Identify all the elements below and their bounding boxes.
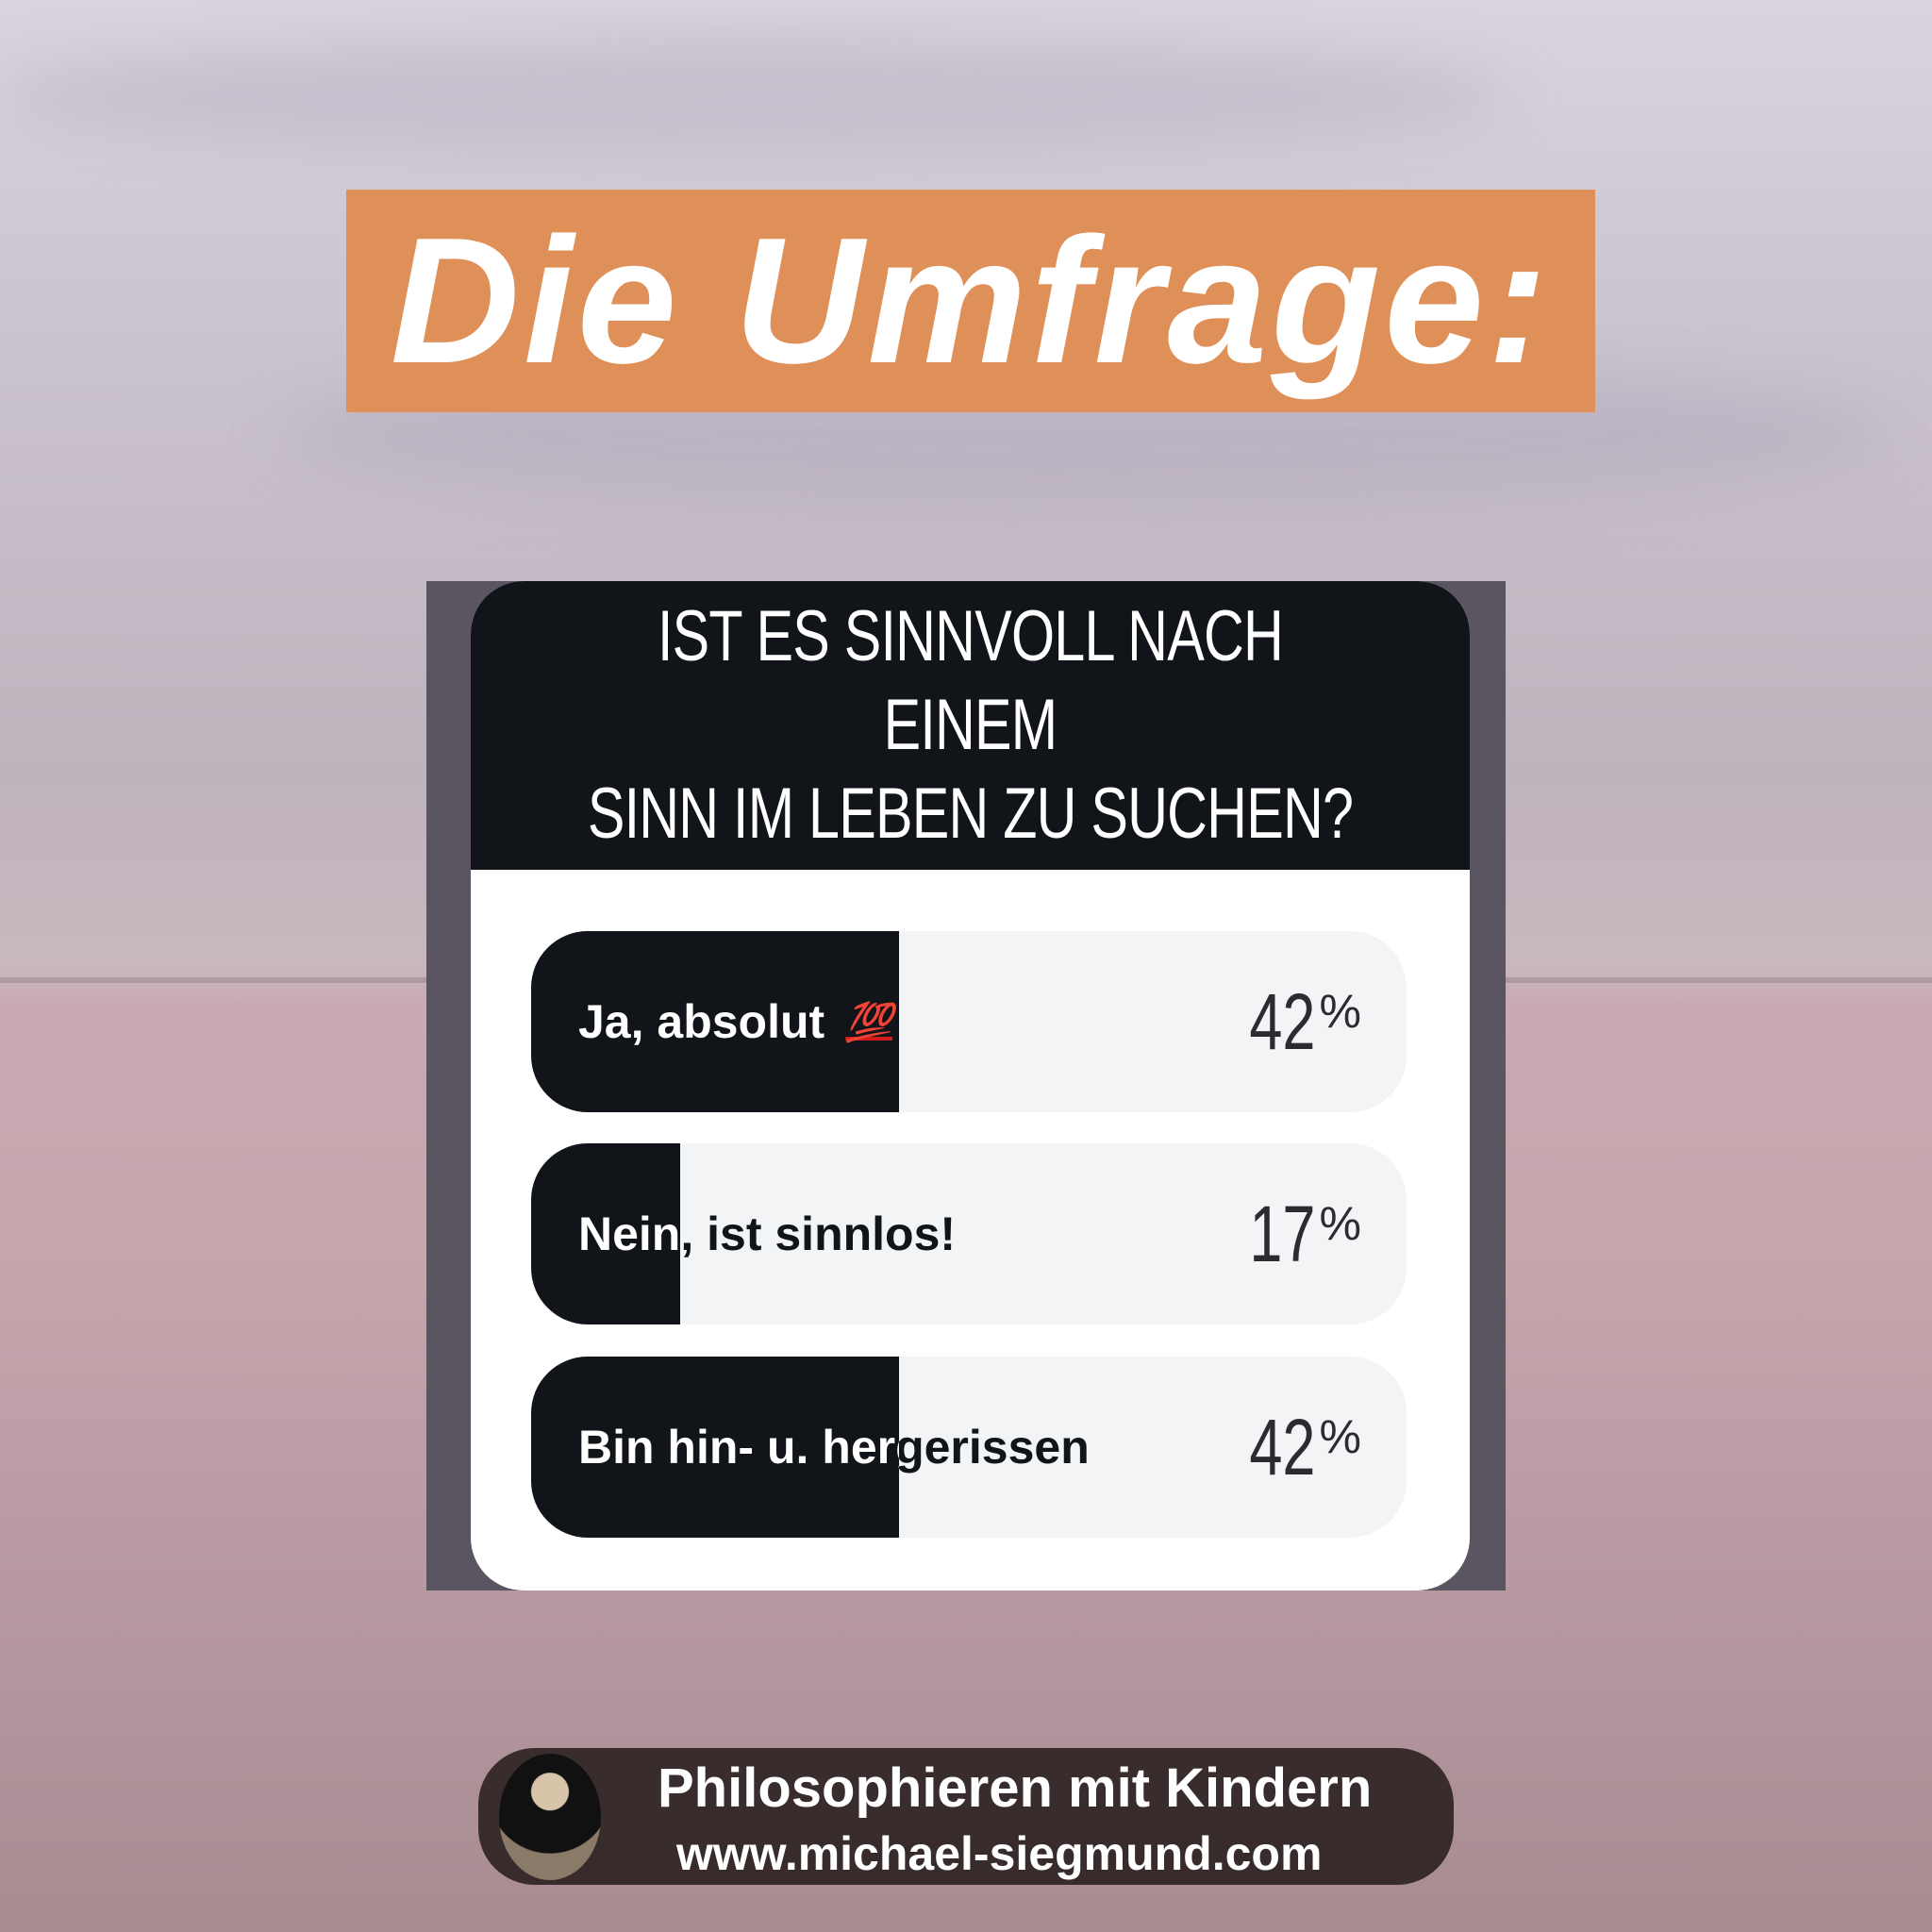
option-label: Bin hin- u. hergerissen: [578, 1357, 1090, 1538]
option-percent: 17%: [1249, 1189, 1361, 1278]
option-label-text: Bin hin- u. hergerissen: [578, 1421, 1090, 1474]
option-label-text: Ja, absolut: [578, 995, 825, 1048]
option-label: Nein, ist sinnlos!: [578, 1143, 956, 1324]
poll-header: IST ES SINNVOLL NACH EINEM SINN IM LEBEN…: [471, 581, 1470, 870]
sky-cloud: [0, 38, 1509, 151]
avatar: [499, 1754, 601, 1880]
hundred-points-icon: 💯: [845, 1001, 892, 1043]
result-fill: [531, 1357, 899, 1538]
poll-option[interactable]: Nein, ist sinnlos! 17%: [531, 1143, 1407, 1324]
poll-option[interactable]: Bin hin- u. hergerissen 42%: [531, 1357, 1407, 1538]
option-label-text: Nein, ist sinnlos!: [578, 1208, 957, 1260]
option-label: Ja, absolut 💯: [578, 931, 892, 1112]
brand-name: Philosophieren mit Kindern: [658, 1757, 1373, 1819]
poll-card: IST ES SINNVOLL NACH EINEM SINN IM LEBEN…: [471, 581, 1470, 1591]
poll-option[interactable]: Ja, absolut 💯 42%: [531, 931, 1407, 1112]
option-percent: 42%: [1249, 1402, 1361, 1491]
poll-question: IST ES SINNVOLL NACH EINEM SINN IM LEBEN…: [587, 596, 1354, 854]
result-fill: [531, 931, 899, 1112]
website-link[interactable]: www.michael-siegmund.com: [676, 1827, 1323, 1880]
option-percent: 42%: [1249, 976, 1361, 1066]
result-fill: [531, 1143, 680, 1324]
page-title: Die Umfrage:: [390, 201, 1552, 401]
title-banner: Die Umfrage:: [346, 190, 1595, 412]
branding-footer: Philosophieren mit Kindern www.michael-s…: [478, 1748, 1454, 1885]
